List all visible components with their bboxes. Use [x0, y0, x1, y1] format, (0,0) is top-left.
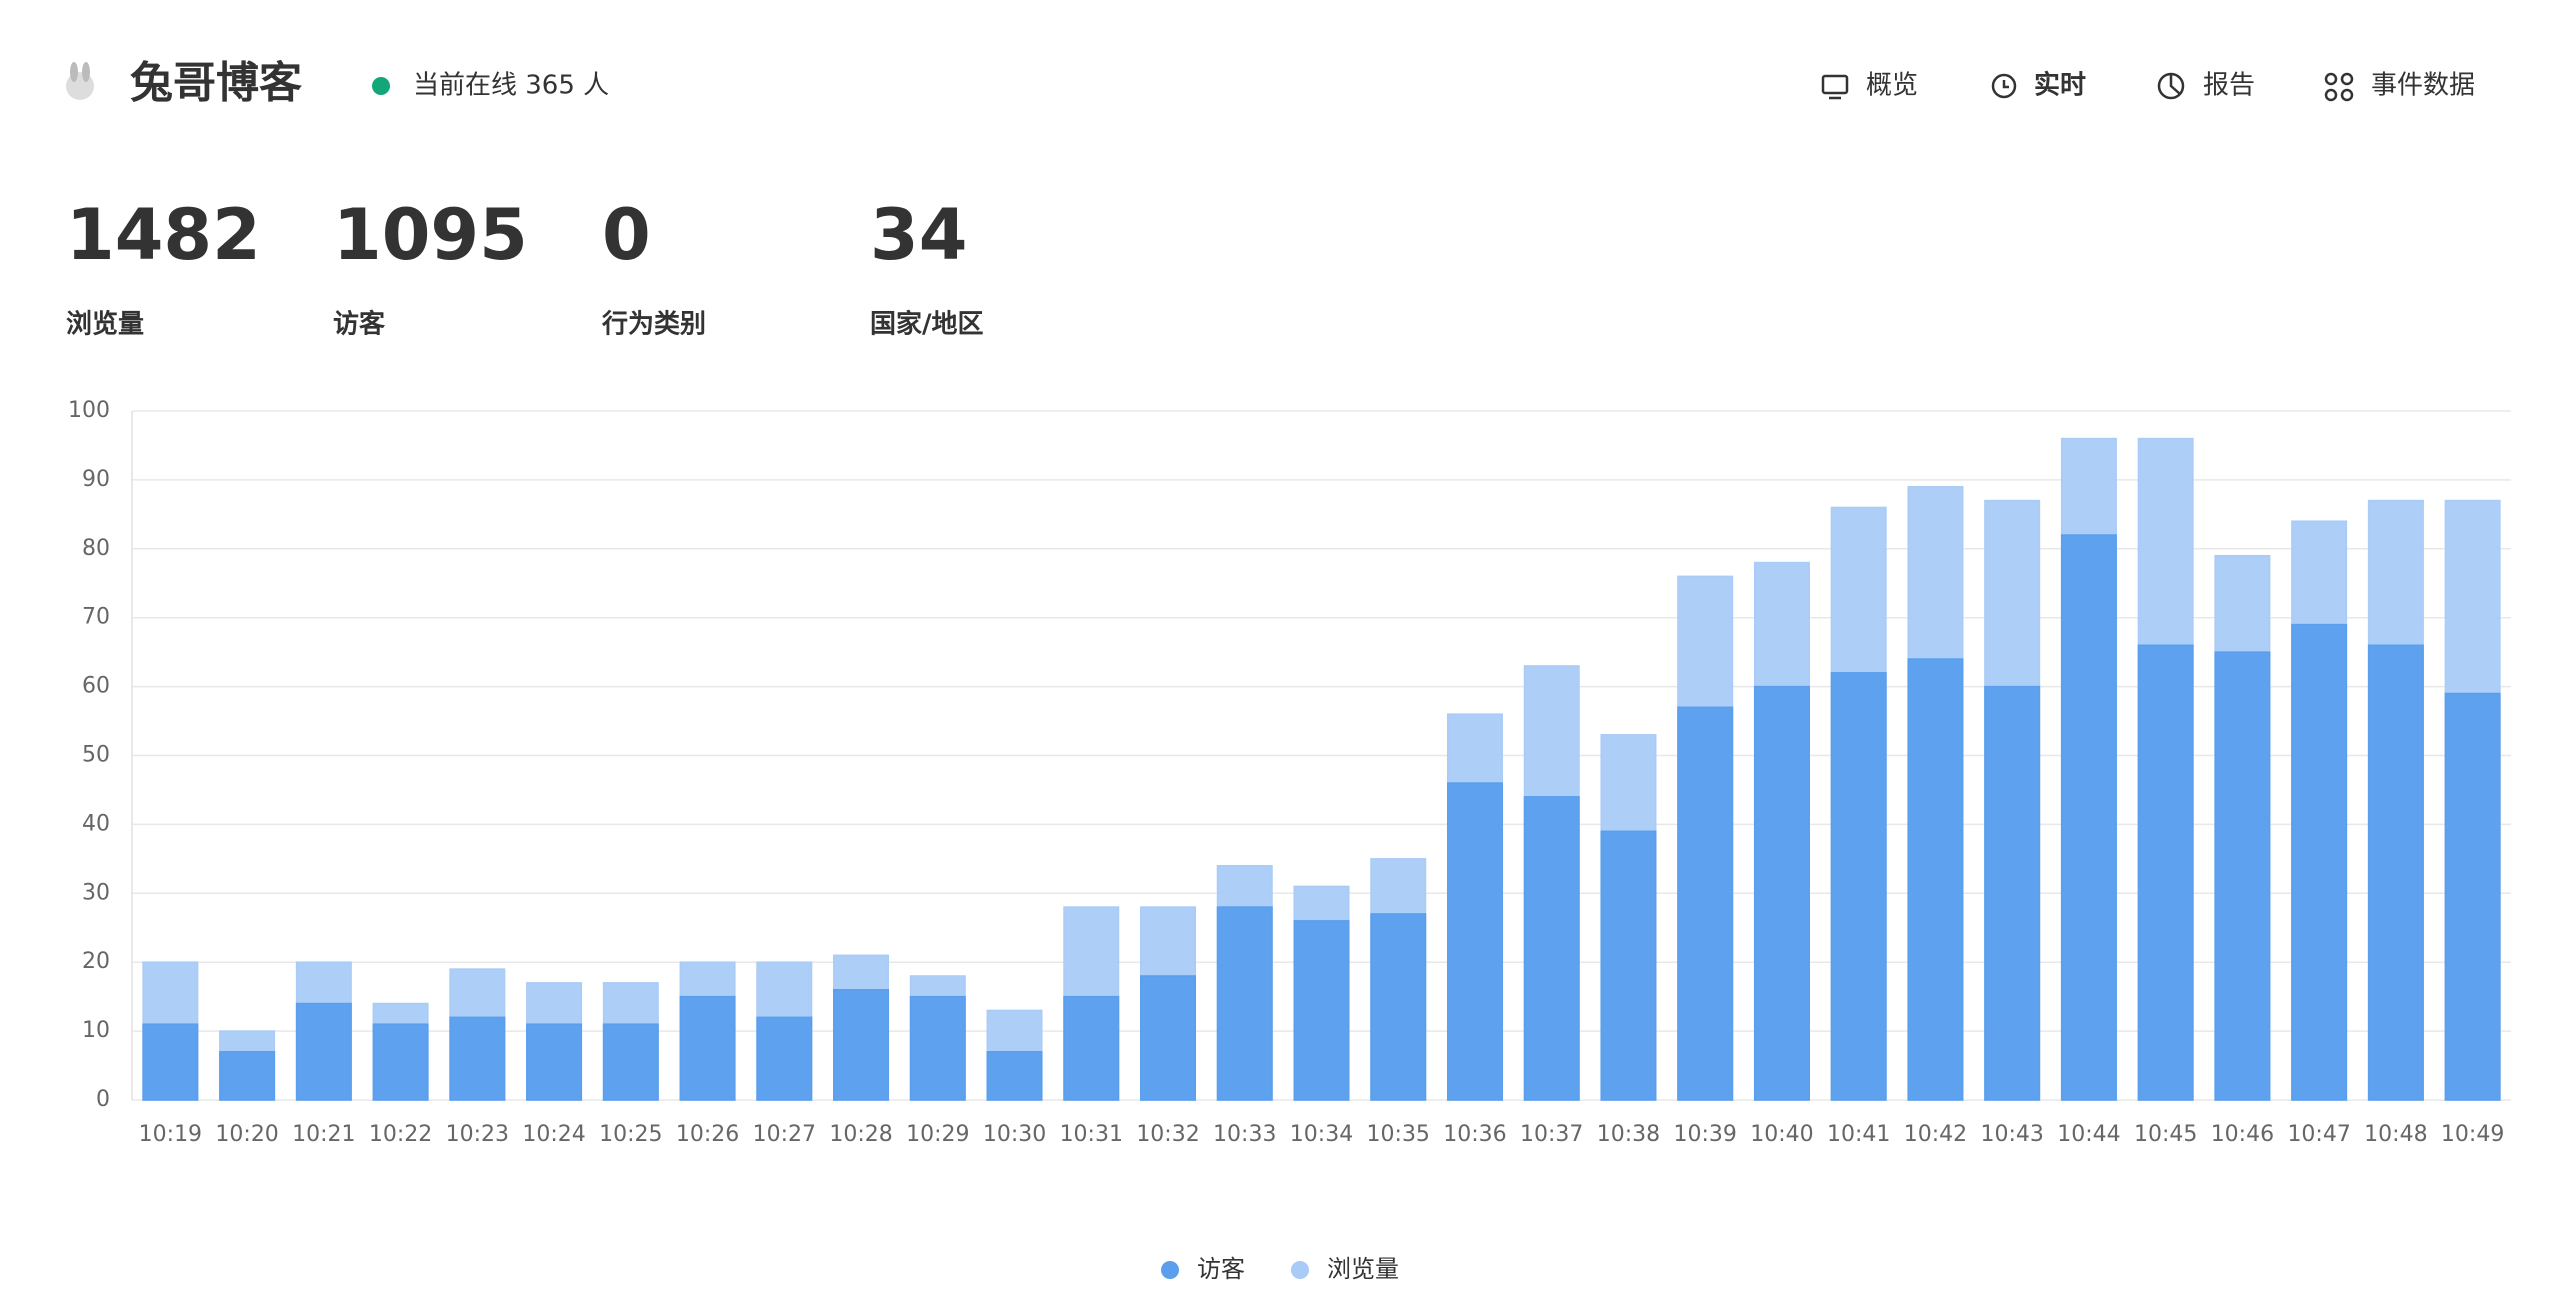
x-tick-label: 10:46: [2211, 1122, 2274, 1147]
legend-label: 访客: [1197, 1255, 1245, 1283]
bar: [1063, 995, 1120, 1101]
x-tick-label: 10:33: [1213, 1122, 1276, 1147]
nav-item[interactable]: 报告: [2203, 71, 2255, 101]
nav-item[interactable]: 事件数据: [2371, 71, 2475, 101]
x-tick-label: 10:39: [1674, 1122, 1737, 1147]
bar: [1830, 672, 1887, 1101]
bar: [909, 995, 966, 1101]
x-tick-label: 10:43: [1980, 1122, 2043, 1147]
bar: [2214, 651, 2271, 1101]
metric-value: 34: [870, 194, 967, 276]
nav-item[interactable]: 概览: [1866, 71, 1918, 101]
bar: [1984, 685, 2041, 1101]
metric-label: 浏览量: [66, 310, 144, 340]
x-tick-label: 10:19: [139, 1122, 202, 1147]
x-tick-label: 10:31: [1060, 1122, 1123, 1147]
bar: [679, 995, 736, 1101]
legend-label: 浏览量: [1327, 1255, 1399, 1283]
online-dot: [372, 77, 390, 95]
bar: [756, 1016, 813, 1101]
x-tick-label: 10:29: [906, 1122, 969, 1147]
metric-label: 国家/地区: [870, 309, 984, 340]
x-tick-label: 10:36: [1443, 1122, 1506, 1147]
bar: [2367, 644, 2424, 1101]
bar: [142, 1023, 199, 1101]
x-tick-label: 10:32: [1136, 1122, 1199, 1147]
y-tick-label: 40: [82, 811, 110, 836]
x-tick-label: 10:47: [2287, 1122, 2350, 1147]
logo: [66, 62, 94, 100]
x-tick-label: 10:42: [1904, 1122, 1967, 1147]
y-tick-label: 50: [82, 743, 110, 768]
bar: [1600, 830, 1657, 1101]
x-tick-label: 10:30: [983, 1122, 1046, 1147]
x-tick-label: 10:21: [292, 1122, 355, 1147]
x-tick-label: 10:20: [215, 1122, 278, 1147]
bar: [1907, 658, 1964, 1101]
y-tick-label: 0: [96, 1087, 110, 1112]
bar: [2291, 623, 2348, 1101]
y-tick-label: 60: [82, 674, 110, 699]
bar: [372, 1023, 429, 1101]
x-tick-label: 10:27: [753, 1122, 816, 1147]
bar: [1293, 920, 1350, 1101]
nav-icons: [1821, 72, 2354, 102]
bar: [526, 1023, 583, 1101]
bar: [1753, 685, 1810, 1101]
metric-label: 行为类别: [601, 309, 706, 340]
y-tick-label: 30: [82, 880, 110, 905]
y-tick-label: 80: [82, 536, 110, 561]
site-title: 兔哥博客: [130, 59, 302, 109]
y-tick-label: 70: [82, 605, 110, 630]
bar: [1446, 782, 1503, 1101]
x-tick-label: 10:22: [369, 1122, 432, 1147]
metric-value: 0: [602, 194, 651, 276]
bar: [219, 1051, 276, 1101]
bar: [1523, 796, 1580, 1101]
metric-value: 1095: [333, 194, 528, 276]
bar: [602, 1023, 659, 1101]
metric-label: 访客: [333, 309, 386, 340]
bar: [2137, 644, 2194, 1101]
bar: [295, 1002, 352, 1101]
y-tick-label: 100: [68, 398, 110, 423]
x-tick-label: 10:25: [599, 1122, 662, 1147]
bar: [1370, 913, 1427, 1101]
bar: [1140, 975, 1197, 1101]
x-tick-label: 10:23: [446, 1122, 509, 1147]
x-tick-label: 10:37: [1520, 1122, 1583, 1147]
y-tick-label: 90: [82, 467, 110, 492]
bar: [2060, 534, 2117, 1101]
x-tick-label: 10:38: [1597, 1122, 1660, 1147]
x-tick-label: 10:28: [829, 1122, 892, 1147]
x-tick-label: 10:34: [1290, 1122, 1353, 1147]
x-tick-label: 10:49: [2441, 1122, 2504, 1147]
nav-item[interactable]: 实时: [2034, 70, 2086, 101]
y-tick-label: 10: [82, 1018, 110, 1043]
bar: [2444, 692, 2501, 1101]
bar: [833, 989, 890, 1101]
bar: [449, 1016, 506, 1101]
x-tick-label: 10:45: [2134, 1122, 2197, 1147]
x-tick-label: 10:35: [1367, 1122, 1430, 1147]
bar: [1677, 706, 1734, 1101]
y-tick-label: 20: [82, 949, 110, 974]
x-tick-label: 10:44: [2057, 1122, 2120, 1147]
x-tick-label: 10:26: [676, 1122, 739, 1147]
bar: [986, 1051, 1043, 1101]
legend-marker: [1161, 1261, 1179, 1279]
x-tick-label: 10:40: [1750, 1122, 1813, 1147]
legend-marker: [1291, 1261, 1309, 1279]
x-tick-label: 10:48: [2364, 1122, 2427, 1147]
online-count: 当前在线 365 人: [413, 71, 609, 101]
x-tick-label: 10:24: [522, 1122, 585, 1147]
bar: [1216, 906, 1273, 1101]
x-tick-label: 10:41: [1827, 1122, 1890, 1147]
metric-value: 1482: [66, 194, 261, 276]
